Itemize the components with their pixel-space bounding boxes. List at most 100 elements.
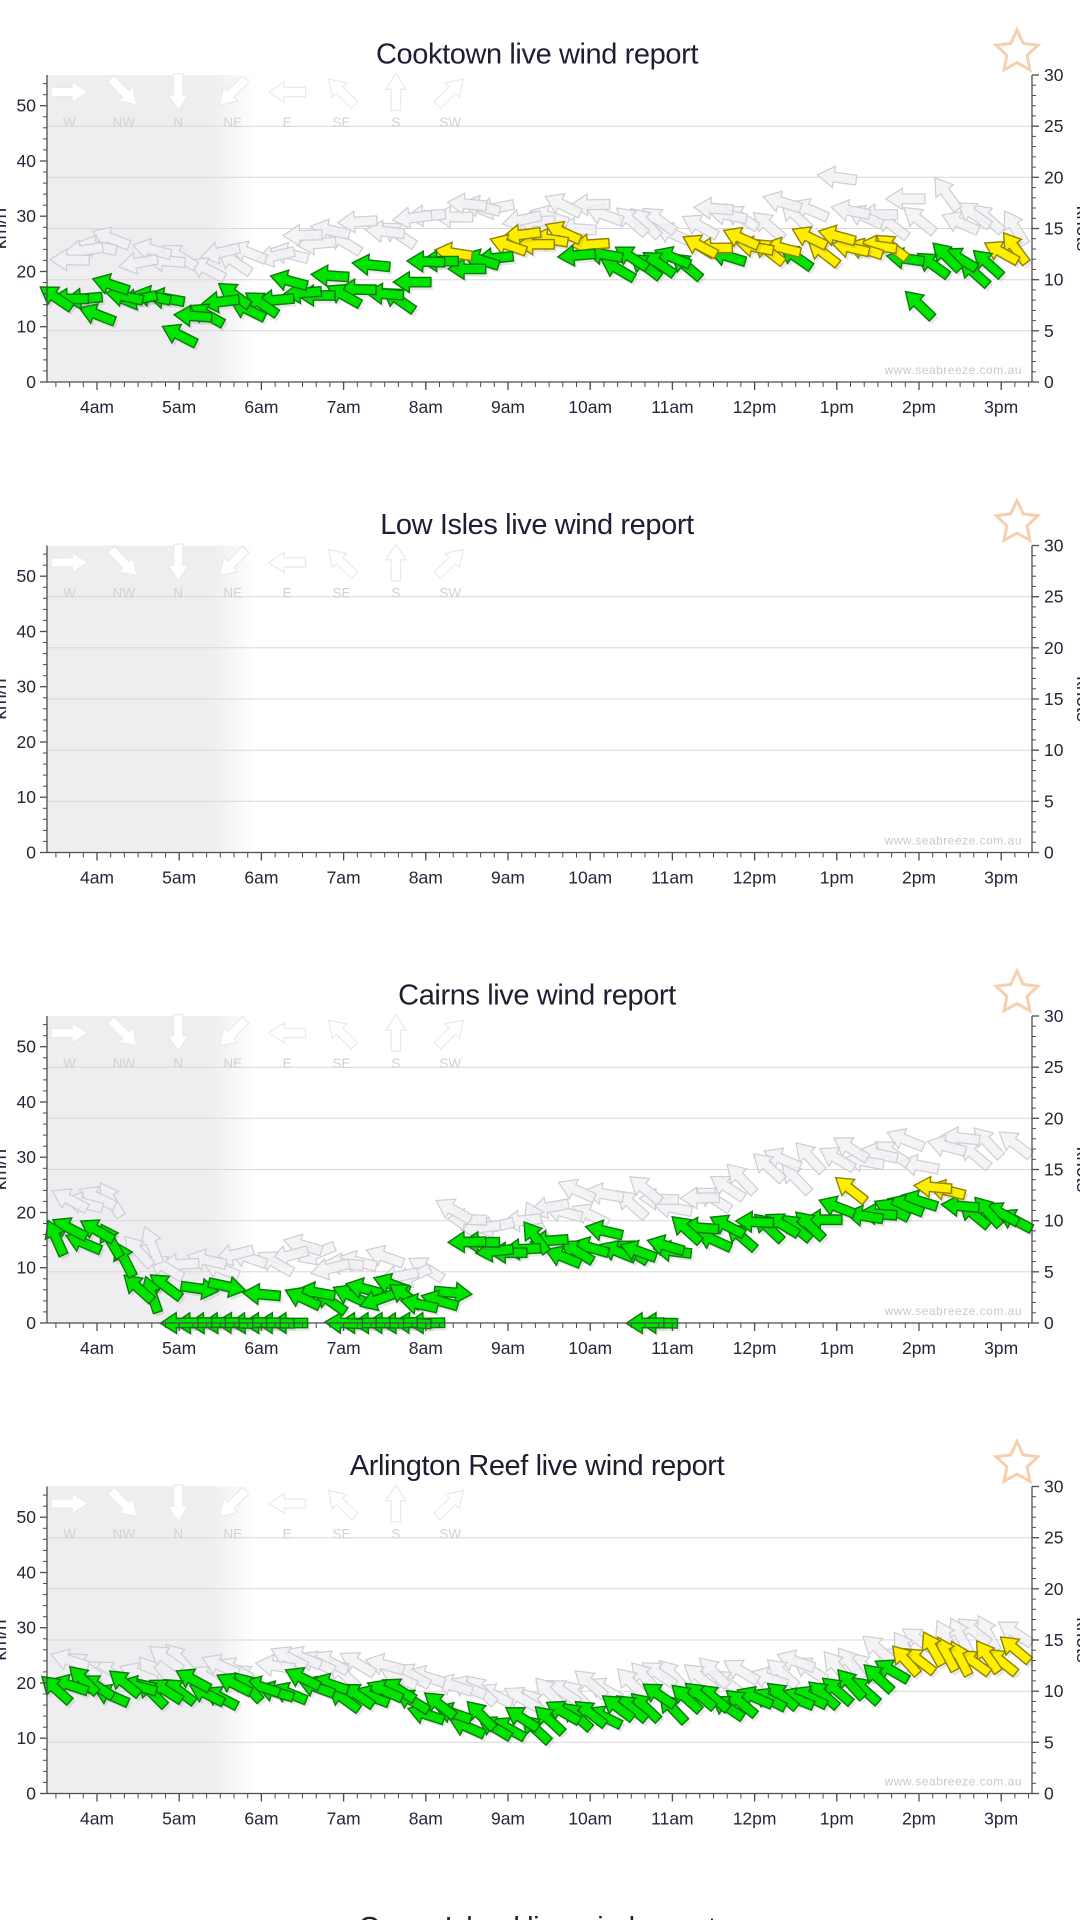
svg-text:NW: NW	[113, 586, 136, 601]
svg-text:20: 20	[17, 1673, 37, 1693]
svg-text:E: E	[283, 115, 292, 130]
svg-text:0: 0	[1044, 372, 1054, 392]
svg-text:3pm: 3pm	[984, 1338, 1018, 1358]
svg-text:3pm: 3pm	[984, 868, 1018, 888]
svg-text:25: 25	[1044, 1057, 1063, 1077]
svg-text:S: S	[391, 586, 400, 601]
svg-text:30: 30	[1044, 65, 1064, 85]
svg-text:30: 30	[17, 206, 37, 226]
svg-text:4am: 4am	[80, 397, 114, 417]
svg-text:40: 40	[17, 622, 37, 642]
svg-text:knots: knots	[1072, 206, 1080, 251]
svg-text:20: 20	[1044, 167, 1064, 187]
svg-text:30: 30	[1044, 1006, 1064, 1026]
svg-text:2pm: 2pm	[902, 1338, 936, 1358]
svg-text:0: 0	[26, 1313, 36, 1333]
svg-text:15: 15	[1044, 689, 1063, 709]
svg-text:2pm: 2pm	[902, 1809, 936, 1829]
svg-text:S: S	[391, 115, 400, 130]
svg-text:10am: 10am	[568, 1809, 612, 1829]
svg-text:NE: NE	[223, 1056, 242, 1071]
svg-text:Low Isles live wind report: Low Isles live wind report	[380, 509, 694, 541]
svg-text:SE: SE	[332, 1056, 350, 1071]
svg-text:15: 15	[1044, 219, 1063, 239]
svg-text:10: 10	[17, 317, 37, 337]
svg-text:4am: 4am	[80, 1809, 114, 1829]
svg-text:3pm: 3pm	[984, 1809, 1018, 1829]
svg-text:NW: NW	[113, 1527, 136, 1542]
svg-text:5am: 5am	[162, 1809, 196, 1829]
svg-text:50: 50	[17, 566, 37, 586]
svg-text:12pm: 12pm	[733, 1338, 777, 1358]
svg-text:SW: SW	[439, 1056, 461, 1071]
svg-text:knots: knots	[1072, 1617, 1080, 1662]
svg-text:5am: 5am	[162, 397, 196, 417]
svg-text:50: 50	[17, 1507, 37, 1527]
svg-text:11am: 11am	[651, 1338, 693, 1358]
svg-text:0: 0	[1044, 1784, 1054, 1804]
svg-text:NE: NE	[223, 1527, 242, 1542]
svg-text:11am: 11am	[651, 868, 693, 888]
svg-text:NE: NE	[223, 115, 242, 130]
svg-text:25: 25	[1044, 1528, 1063, 1548]
svg-text:20: 20	[1044, 638, 1064, 658]
svg-text:50: 50	[17, 96, 37, 116]
svg-text:11am: 11am	[651, 1809, 693, 1829]
svg-text:km/h: km/h	[0, 1149, 11, 1190]
svg-text:15: 15	[1044, 1630, 1063, 1650]
svg-text:20: 20	[17, 1203, 37, 1223]
svg-text:12pm: 12pm	[733, 1809, 777, 1829]
svg-text:Green Island live wind report: Green Island live wind report	[358, 1912, 716, 1920]
svg-text:7am: 7am	[327, 868, 361, 888]
svg-text:E: E	[283, 1056, 292, 1071]
svg-text:10: 10	[1044, 270, 1064, 290]
svg-text:www.seabreeze.com.au: www.seabreeze.com.au	[884, 363, 1022, 377]
svg-text:9am: 9am	[491, 1338, 525, 1358]
svg-text:knots: knots	[1072, 676, 1080, 721]
svg-text:NW: NW	[113, 115, 136, 130]
svg-text:SE: SE	[332, 586, 350, 601]
svg-text:10: 10	[1044, 1681, 1064, 1701]
svg-text:5: 5	[1044, 1262, 1054, 1282]
svg-text:6am: 6am	[244, 1809, 278, 1829]
svg-text:30: 30	[1044, 536, 1064, 556]
svg-text:0: 0	[1044, 843, 1054, 863]
svg-text:40: 40	[17, 151, 37, 171]
svg-text:0: 0	[26, 1784, 36, 1804]
svg-text:10: 10	[17, 1728, 37, 1748]
svg-text:1pm: 1pm	[820, 868, 854, 888]
svg-text:W: W	[63, 1056, 76, 1071]
svg-text:W: W	[63, 115, 76, 130]
svg-text:0: 0	[1044, 1313, 1054, 1333]
svg-text:N: N	[173, 586, 183, 601]
svg-text:4am: 4am	[80, 868, 114, 888]
svg-text:W: W	[63, 586, 76, 601]
svg-text:5: 5	[1044, 791, 1054, 811]
svg-text:10: 10	[17, 1258, 37, 1278]
svg-text:NW: NW	[113, 1056, 136, 1071]
svg-text:9am: 9am	[491, 397, 525, 417]
svg-text:5am: 5am	[162, 868, 196, 888]
svg-text:10am: 10am	[568, 397, 612, 417]
svg-text:8am: 8am	[409, 868, 443, 888]
svg-text:7am: 7am	[327, 1338, 361, 1358]
svg-text:10am: 10am	[568, 1338, 612, 1358]
svg-text:SE: SE	[332, 115, 350, 130]
svg-text:km/h: km/h	[0, 208, 11, 249]
svg-text:SW: SW	[439, 115, 461, 130]
svg-text:www.seabreeze.com.au: www.seabreeze.com.au	[884, 1304, 1022, 1318]
svg-text:6am: 6am	[244, 397, 278, 417]
svg-text:10: 10	[1044, 740, 1064, 760]
svg-text:SW: SW	[439, 1527, 461, 1542]
svg-text:2pm: 2pm	[902, 868, 936, 888]
svg-text:15: 15	[1044, 1160, 1063, 1180]
svg-text:9am: 9am	[491, 1809, 525, 1829]
svg-text:1pm: 1pm	[820, 1338, 854, 1358]
svg-text:S: S	[391, 1527, 400, 1542]
svg-text:30: 30	[17, 677, 37, 697]
svg-text:30: 30	[17, 1147, 37, 1167]
svg-text:12pm: 12pm	[733, 868, 777, 888]
svg-text:N: N	[173, 115, 183, 130]
svg-text:Cooktown live wind report: Cooktown live wind report	[376, 39, 698, 71]
svg-text:www.seabreeze.com.au: www.seabreeze.com.au	[884, 834, 1022, 848]
